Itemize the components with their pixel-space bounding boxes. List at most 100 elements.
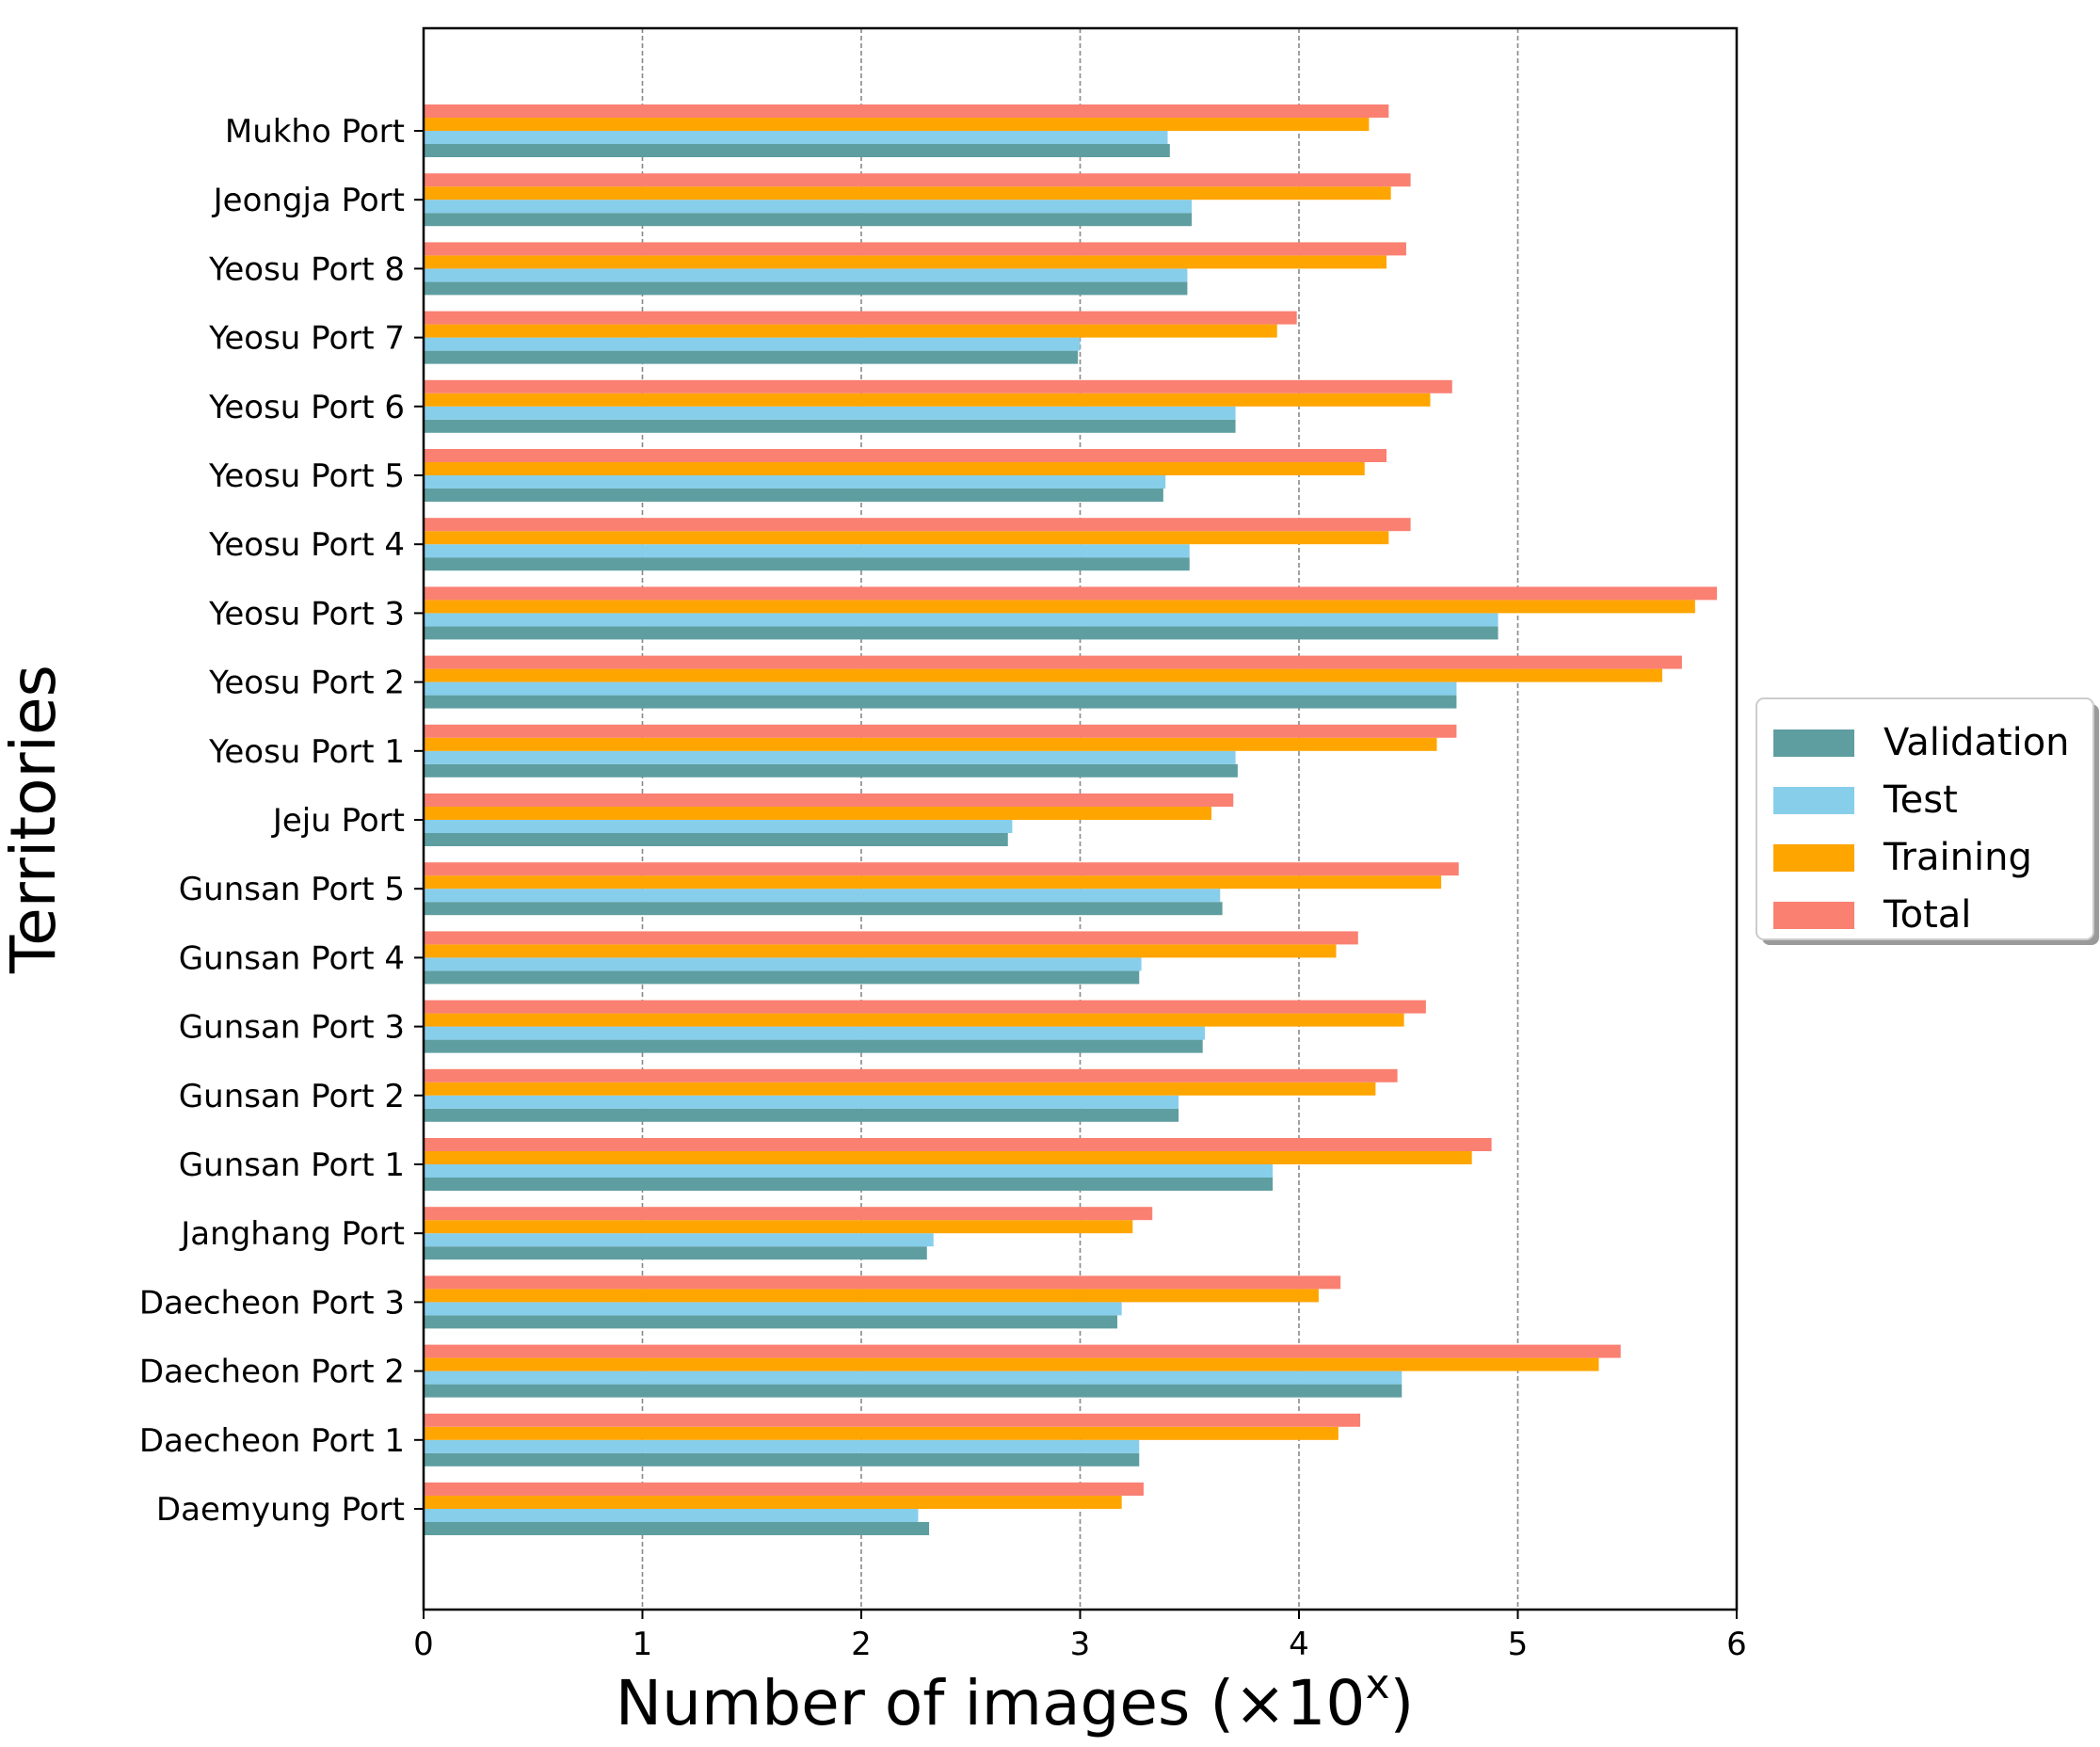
y-tick-label: Mukho Port bbox=[225, 113, 405, 151]
bar-validation bbox=[424, 1039, 1203, 1053]
bar-total bbox=[424, 1138, 1492, 1151]
bar-validation bbox=[424, 281, 1188, 296]
bar-training bbox=[424, 600, 1695, 614]
bar-training bbox=[424, 324, 1277, 338]
bar-validation bbox=[424, 144, 1170, 157]
bar-training bbox=[424, 668, 1662, 682]
bar-test bbox=[424, 820, 1013, 833]
y-tick-label: Yeosu Port 8 bbox=[208, 250, 405, 288]
bar-training bbox=[424, 1151, 1472, 1164]
y-tick-label: Daecheon Port 1 bbox=[139, 1422, 405, 1460]
legend-swatch-total bbox=[1773, 902, 1854, 929]
bar-validation bbox=[424, 557, 1190, 571]
y-tick-label: Daemyung Port bbox=[156, 1491, 405, 1529]
bar-validation bbox=[424, 213, 1193, 227]
bar-total bbox=[424, 1068, 1398, 1082]
bar-total bbox=[424, 1413, 1361, 1427]
bar-total bbox=[424, 449, 1387, 462]
legend: Validation Test Training Total bbox=[1755, 697, 2099, 945]
bar-training bbox=[424, 1357, 1599, 1371]
legend-label-test: Test bbox=[1883, 778, 1958, 822]
x-tick-label: 2 bbox=[851, 1626, 872, 1663]
y-tick-label: Yeosu Port 5 bbox=[208, 457, 405, 495]
bar-test bbox=[424, 957, 1142, 971]
y-tick-label: Daecheon Port 2 bbox=[139, 1354, 405, 1391]
legend-label-validation: Validation bbox=[1884, 721, 2070, 764]
bar-test bbox=[424, 1095, 1179, 1109]
bar-test bbox=[424, 1233, 934, 1247]
bar-total bbox=[424, 1483, 1144, 1496]
x-axis-title-main: Number of images (×10 bbox=[616, 1667, 1366, 1739]
bar-test bbox=[424, 750, 1236, 764]
bar-test bbox=[424, 544, 1190, 558]
bar-total bbox=[424, 724, 1457, 738]
y-tick-label: Yeosu Port 7 bbox=[208, 320, 405, 358]
bar-total bbox=[424, 1000, 1426, 1014]
bar-training bbox=[424, 462, 1365, 475]
bar-total bbox=[424, 104, 1389, 118]
bar-total bbox=[424, 862, 1459, 876]
y-tick-label: Yeosu Port 6 bbox=[208, 389, 405, 426]
bar-validation bbox=[424, 1108, 1179, 1122]
x-axis-ticks: 0 1 2 3 4 5 6 bbox=[413, 1610, 1747, 1663]
legend-swatch-training bbox=[1773, 844, 1854, 872]
bar-validation bbox=[424, 350, 1079, 364]
x-axis-title-close: ) bbox=[1389, 1667, 1414, 1739]
bar-test bbox=[424, 337, 1081, 351]
x-axis-title-superscript: x bbox=[1365, 1660, 1389, 1708]
legend-label-total: Total bbox=[1883, 893, 1971, 937]
x-tick-label: 3 bbox=[1070, 1626, 1091, 1663]
bar-validation bbox=[424, 419, 1236, 433]
y-tick-label: Janghang Port bbox=[179, 1215, 405, 1253]
legend-swatch-validation bbox=[1773, 729, 1854, 757]
y-tick-label: Gunsan Port 4 bbox=[179, 939, 405, 977]
bar-validation bbox=[424, 833, 1008, 846]
bar-test bbox=[424, 1439, 1140, 1453]
bar-total bbox=[424, 173, 1411, 187]
x-tick-label: 4 bbox=[1289, 1626, 1309, 1663]
bar-validation bbox=[424, 1315, 1118, 1329]
y-tick-label: Yeosu Port 2 bbox=[208, 665, 405, 702]
bar-test bbox=[424, 613, 1499, 627]
bar-total bbox=[424, 931, 1358, 945]
bar-test bbox=[424, 1370, 1403, 1385]
bar-validation bbox=[424, 1178, 1274, 1191]
x-tick-label: 1 bbox=[633, 1626, 653, 1663]
bar-validation bbox=[424, 1452, 1140, 1467]
legend-box bbox=[1755, 697, 2094, 940]
bar-training bbox=[424, 393, 1431, 407]
bar-test bbox=[424, 1164, 1274, 1178]
y-tick-label: Yeosu Port 4 bbox=[208, 526, 405, 564]
bar-test bbox=[424, 889, 1221, 903]
bar-test bbox=[424, 200, 1193, 214]
bar-total bbox=[424, 1344, 1621, 1358]
bar-test bbox=[424, 1302, 1122, 1316]
bar-test bbox=[424, 406, 1236, 420]
y-tick-label: Gunsan Port 2 bbox=[179, 1078, 405, 1115]
y-tick-label: Yeosu Port 3 bbox=[208, 595, 405, 633]
y-tick-label: Jeju Port bbox=[271, 802, 405, 840]
bar-training bbox=[424, 118, 1370, 131]
bar-validation bbox=[424, 489, 1163, 502]
x-axis-title: Number of images (×10x) bbox=[616, 1660, 1414, 1739]
bar-training bbox=[424, 944, 1337, 958]
bar-test bbox=[424, 1509, 919, 1522]
bar-test bbox=[424, 681, 1457, 696]
bar-total bbox=[424, 655, 1682, 669]
bar-training bbox=[424, 737, 1437, 751]
bar-validation bbox=[424, 1246, 927, 1260]
y-axis-title: Territories bbox=[0, 665, 70, 974]
bar-validation bbox=[424, 1384, 1403, 1398]
y-tick-label: Gunsan Port 5 bbox=[179, 871, 405, 908]
x-tick-label: 0 bbox=[413, 1626, 434, 1663]
y-tick-label: Gunsan Port 1 bbox=[179, 1146, 405, 1184]
bar-validation bbox=[424, 902, 1223, 916]
bar-validation bbox=[424, 695, 1457, 709]
x-tick-label: 5 bbox=[1508, 1626, 1529, 1663]
bar-total bbox=[424, 379, 1452, 393]
bar-total bbox=[424, 586, 1718, 601]
bar-training bbox=[424, 875, 1442, 890]
bar-training bbox=[424, 255, 1387, 269]
bar-total bbox=[424, 1275, 1341, 1290]
